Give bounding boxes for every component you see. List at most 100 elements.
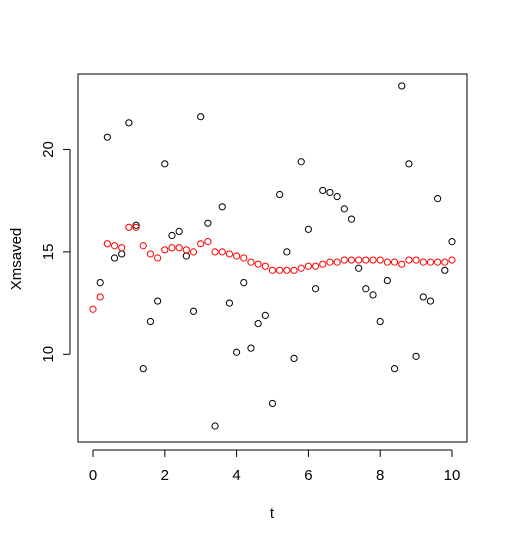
data-point [340,256,348,264]
data-point [362,285,370,293]
data-point [398,260,406,268]
data-point [261,262,269,270]
data-point [189,248,198,256]
data-point [347,215,356,223]
data-point [333,192,341,201]
data-point [110,254,119,262]
data-point [261,311,269,319]
data-point [132,221,140,229]
data-point [161,160,169,168]
data-point [154,297,162,305]
data-point [340,205,348,213]
data-point [355,264,363,272]
data-point [383,276,391,285]
black-series [96,82,456,430]
red-series [89,223,456,313]
data-point [233,252,241,260]
data-point [419,258,427,266]
data-point [268,266,277,274]
data-point [139,242,147,250]
data-point [276,266,284,274]
data-point [225,299,234,307]
data-point [426,297,435,305]
data-point [175,227,183,235]
data-point [319,260,327,268]
x-axis: 0 2 4 6 8 10 [89,449,460,484]
data-point [240,254,248,262]
data-point [333,258,341,266]
data-point [304,262,312,270]
data-point [448,256,456,264]
data-point [376,256,384,264]
data-point [146,250,155,258]
data-point [197,240,205,248]
data-point [132,223,140,231]
data-point [434,258,442,266]
data-point [168,244,176,252]
data-point [247,344,255,352]
data-point [218,248,226,256]
data-point [290,266,298,274]
data-point [161,246,169,254]
data-point [376,317,384,326]
data-point [383,258,391,266]
data-point [390,365,399,373]
data-point [412,352,420,360]
data-points [89,82,456,430]
data-point [398,82,406,90]
data-point [139,365,147,373]
data-point [290,354,298,362]
data-point [254,260,262,268]
data-point [189,307,198,315]
data-point [118,244,126,252]
data-point [326,258,334,266]
data-point [247,258,255,266]
data-point [225,250,234,258]
x-tick-label: 4 [232,467,240,484]
data-point [311,262,320,270]
data-point [197,113,205,121]
data-point [96,279,104,287]
data-point [168,231,176,240]
data-point [319,186,327,195]
plot-border [77,73,468,443]
data-point [362,256,370,264]
data-point [405,256,413,264]
data-point [297,158,305,166]
data-point [448,238,456,246]
data-point [326,188,334,197]
data-point [146,317,155,326]
x-tick-label: 2 [161,467,169,484]
data-point [125,119,133,127]
data-point [369,291,377,299]
data-point [441,258,449,266]
y-axis: 10 15 20 [40,141,71,363]
data-point [218,203,226,211]
data-point [89,305,97,313]
y-axis-label: Xmsaved [8,228,25,291]
data-point [426,258,435,266]
data-point [355,256,363,264]
data-point [434,195,442,203]
data-point [110,242,119,250]
data-point [125,223,133,231]
data-point [441,266,449,274]
y-tick-label: 10 [40,346,57,363]
data-point [419,293,427,301]
data-point [297,264,305,272]
data-point [154,254,162,262]
y-tick-label: 15 [40,244,57,261]
x-axis-label: t [270,505,275,522]
data-point [211,248,219,256]
data-point [103,240,111,248]
data-point [268,399,277,408]
data-point [103,133,111,141]
data-point [283,248,291,256]
x-tick-label: 6 [304,467,312,484]
data-point [240,279,248,287]
data-point [254,319,262,328]
data-point [276,190,284,199]
data-point [211,422,219,430]
